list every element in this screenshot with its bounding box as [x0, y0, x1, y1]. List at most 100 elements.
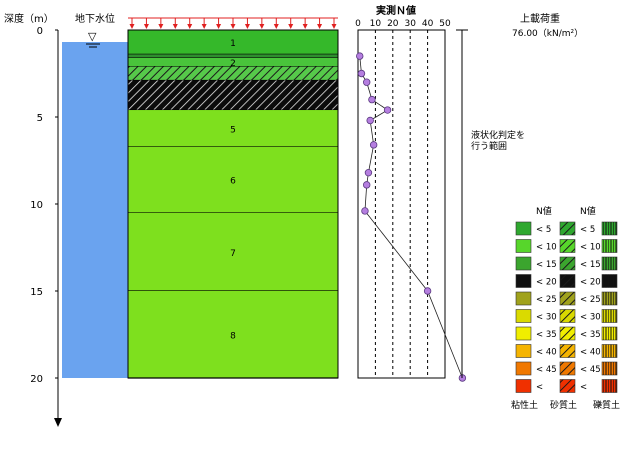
depth-axis-label: 深度（m）	[4, 12, 54, 25]
legend-label-sand: < 10	[580, 243, 601, 253]
n-value-point	[383, 106, 392, 114]
n-value-point	[363, 181, 371, 189]
surcharge-value: 76.00（kN/m²）	[512, 28, 583, 39]
liquefaction-label-line2: 行う範囲	[471, 140, 507, 152]
surcharge-arrowhead	[129, 24, 135, 29]
legend-swatch-gravel-pattern	[602, 257, 617, 270]
surcharge-arrowhead	[331, 24, 337, 29]
groundwater-symbol-icon: ▽	[88, 30, 97, 43]
soil-layer-hatch	[128, 66, 338, 81]
depth-tick-label: 20	[30, 374, 43, 385]
n-value-chart: 実測Ｎ値 0 10 20 30 40 50	[355, 4, 467, 382]
legend-n-header-sand: N値	[580, 205, 596, 217]
legend-swatch-clay	[515, 326, 532, 341]
legend-swatch-sand-hatch	[560, 327, 575, 340]
surcharge-arrowhead	[158, 24, 164, 29]
liquefaction-range: 液状化判定を 行う範囲	[456, 29, 525, 378]
legend-swatch-sand-hatch	[560, 379, 575, 393]
legend-label-sand: <	[580, 383, 587, 393]
depth-tick-label: 0	[37, 26, 43, 37]
soil-layer	[128, 146, 338, 213]
legend-swatch-clay	[515, 291, 532, 306]
legend-label-clay: < 5	[536, 225, 551, 235]
surcharge-info: 上載荷重 76.00（kN/m²）	[512, 12, 583, 39]
legend-swatch-sand-hatch	[560, 239, 575, 253]
legend-swatch-gravel-pattern	[602, 327, 617, 340]
legend-swatch-sand-hatch	[560, 257, 575, 270]
legend-swatch-clay	[515, 256, 532, 271]
legend-label-clay: < 45	[536, 365, 557, 375]
legend-col-label-sand: 砂質土	[550, 399, 577, 411]
legend-label-sand: < 25	[580, 295, 601, 305]
surcharge-arrowhead	[244, 24, 250, 29]
legend-swatch-clay	[515, 239, 532, 253]
soil-layer	[128, 110, 338, 147]
surcharge-arrowhead	[216, 24, 222, 29]
depth-axis: 深度（m） 0 5 10 15 20	[4, 12, 62, 427]
layer-number: 8	[230, 332, 236, 342]
n-chart-title: 実測Ｎ値	[376, 4, 416, 17]
soil-layers: 1 2 5 6 7 8	[127, 29, 339, 379]
surcharge-arrowhead	[143, 24, 149, 29]
soil-layer	[128, 291, 338, 378]
n-value-point	[363, 78, 371, 86]
legend-label-sand: < 15	[580, 260, 601, 270]
n-tick-label: 0	[355, 19, 361, 29]
legend-swatch-sand-hatch	[560, 274, 575, 288]
legend-col-label-gravel: 礫質土	[593, 399, 620, 411]
layer-number: 2	[230, 59, 236, 69]
legend-n-header-clay: N値	[536, 205, 552, 217]
surcharge-arrowhead	[288, 24, 294, 29]
n-tick-label: 20	[387, 19, 399, 29]
surcharge-arrowhead	[273, 24, 279, 29]
legend-swatch-gravel-pattern	[602, 379, 617, 393]
surcharge-arrowhead	[259, 24, 265, 29]
legend-swatch-gravel-pattern	[602, 239, 617, 253]
depth-axis-arrowhead	[54, 418, 62, 427]
soil-layer	[128, 30, 338, 55]
surcharge-arrowhead	[187, 24, 193, 29]
n-value-point	[368, 95, 376, 104]
legend-swatch-sand-hatch	[560, 344, 575, 358]
legend-swatch-sand-hatch	[560, 309, 575, 323]
n-value-point	[364, 168, 373, 177]
legend-label-sand: < 40	[580, 348, 601, 358]
soil-layer-hatch	[128, 80, 338, 111]
soil-layer	[128, 212, 338, 291]
legend-label-sand: < 5	[580, 225, 595, 235]
legend-swatch-clay	[515, 274, 532, 288]
legend-label-clay: < 35	[536, 330, 557, 340]
layer-number: 6	[230, 177, 236, 187]
legend-swatch-gravel-pattern	[602, 222, 617, 235]
n-value-point	[423, 287, 432, 295]
layer-number: 7	[230, 249, 236, 259]
legend-label-clay: < 25	[536, 295, 557, 305]
legend-label-clay: <	[536, 383, 543, 393]
surcharge-arrowhead	[230, 24, 236, 29]
legend-label-clay: < 10	[536, 243, 557, 253]
legend-swatch-sand-hatch	[560, 222, 575, 235]
surcharge-label: 上載荷重	[520, 12, 560, 25]
surcharge-arrows	[128, 17, 338, 29]
legend-swatch-sand-hatch	[560, 362, 575, 375]
n-tick-label: 40	[422, 19, 434, 29]
legend-swatch-gravel-pattern	[602, 309, 617, 323]
groundwater-column: 地下水位 ▽	[62, 12, 128, 378]
legend-label-sand: < 35	[580, 330, 601, 340]
depth-tick-label: 5	[37, 113, 43, 124]
legend-swatch-clay	[515, 221, 532, 236]
n-tick-label: 50	[439, 19, 451, 29]
legend-swatch-sand-hatch	[560, 292, 575, 305]
legend-label-clay: < 30	[536, 313, 557, 323]
legend-swatch-gravel-pattern	[602, 274, 617, 288]
n-value-point	[361, 207, 369, 215]
n-value-point	[369, 141, 378, 149]
soil-layer	[128, 57, 338, 67]
groundwater-label: 地下水位	[75, 12, 115, 25]
depth-tick-label: 10	[30, 200, 43, 211]
depth-tick-label: 15	[30, 287, 43, 298]
legend-swatch-gravel-pattern	[602, 292, 617, 305]
legend-swatch-clay	[515, 379, 532, 393]
layer-number: 5	[230, 125, 236, 135]
